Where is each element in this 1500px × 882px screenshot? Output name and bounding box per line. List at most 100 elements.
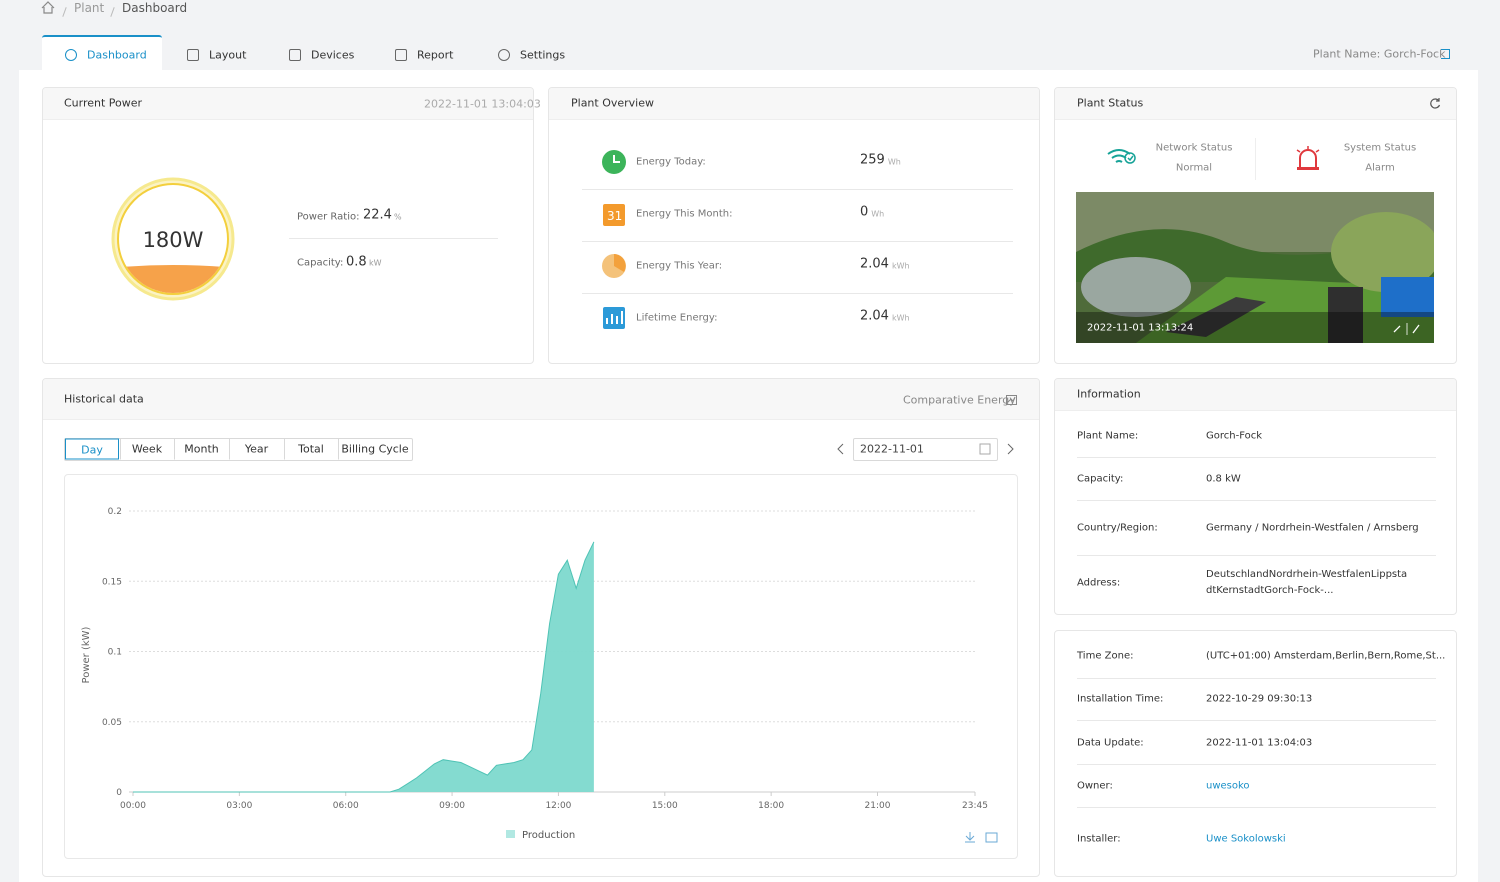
info-label: Installer:	[1077, 833, 1121, 845]
current-power-panel	[42, 87, 534, 364]
panel-header	[1055, 379, 1456, 411]
overview-value: 0	[860, 204, 869, 220]
exit-icon[interactable]	[1441, 49, 1450, 59]
chart: 0 0.05 0.1 0.15 0.2 00:00 03:00 06:00 09:00 12:00…	[81, 507, 998, 843]
info-value: (UTC+01:00) Amsterdam,Berlin,Bern,Rome,S…	[1206, 650, 1446, 662]
status-divider	[1255, 138, 1256, 180]
y-axis-label: Power (kW)	[81, 626, 92, 683]
legend-label: Production	[522, 830, 575, 841]
x-tick-label: 18:00	[758, 801, 784, 811]
breadcrumb-divider	[62, 7, 67, 17]
comparative-link[interactable]: Comparative Energy	[903, 393, 1016, 407]
tab[interactable]: Dashboard	[87, 48, 147, 62]
info-label: Address:	[1077, 577, 1121, 589]
plant-overview-panel	[548, 87, 1040, 364]
range-button[interactable]: Week	[120, 438, 173, 460]
tab[interactable]: Layout	[209, 48, 247, 62]
comparative-icon[interactable]	[1006, 395, 1017, 405]
range-selector	[64, 438, 413, 461]
alarm-icon	[1296, 146, 1320, 170]
panel-header	[1055, 88, 1456, 120]
x-tick-label: 03:00	[226, 801, 252, 811]
info-label: Plant Name:	[1077, 430, 1139, 442]
info-label: Data Update:	[1077, 737, 1144, 749]
range-button[interactable]: Day	[65, 438, 119, 460]
overview-unit: Wh	[887, 157, 901, 167]
overview-label: Lifetime Energy:	[636, 312, 718, 324]
legend-swatch	[506, 830, 515, 838]
overview-unit: Wh	[871, 209, 885, 219]
breadcrumb-sep[interactable]: Plant	[74, 1, 105, 15]
info-value: 0.8 kW	[1206, 473, 1241, 485]
info-label: Owner:	[1077, 780, 1113, 792]
unit: kW	[369, 258, 382, 268]
area-line	[133, 541, 595, 793]
label: Capacity:	[297, 257, 344, 269]
value: 22.4	[363, 207, 392, 223]
divider	[582, 241, 1013, 242]
divider	[1077, 555, 1436, 556]
tab-icon	[65, 49, 77, 61]
date-arrows[interactable]	[834, 442, 1019, 456]
divider	[1077, 807, 1436, 808]
info-value[interactable]: uwesoko	[1206, 780, 1250, 792]
power-gauge	[111, 177, 235, 301]
overview-value: 2.04	[860, 308, 889, 324]
status-label: System Status	[1343, 142, 1417, 154]
panel-header	[43, 379, 1039, 420]
panel-title: Current Power	[64, 96, 143, 110]
info-value: 2022-11-01 13:04:03	[1206, 737, 1313, 749]
range-button[interactable]: Total	[284, 438, 337, 460]
x-tick-label: 12:00	[545, 801, 571, 811]
tab-icon	[498, 49, 510, 61]
range-button[interactable]: Billing Cycle	[338, 438, 411, 460]
x-tick-label: 00:00	[120, 801, 146, 811]
y-tick-label: 0.15	[102, 577, 122, 587]
info-label: Country/Region:	[1077, 522, 1158, 534]
panel-header	[43, 88, 533, 120]
area-fill	[133, 541, 594, 792]
status-value: Normal	[1175, 162, 1213, 174]
divider	[582, 293, 1013, 294]
info-value: Gorch-Fock	[1206, 430, 1263, 442]
info-value[interactable]: Uwe Sokolowski	[1206, 833, 1286, 845]
info-label: Capacity:	[1077, 473, 1124, 485]
panel-header	[549, 88, 1039, 120]
timestamp: 2022-11-01 13:04:03	[424, 97, 541, 111]
x-tick-label: 15:00	[652, 801, 678, 811]
range-button[interactable]: Month	[174, 438, 228, 460]
overview-label: Energy This Month:	[636, 208, 733, 220]
tab-icon	[395, 49, 407, 61]
refresh-icon[interactable]	[1429, 97, 1441, 109]
breadcrumb-item[interactable]: Dashboard	[122, 1, 188, 15]
divider	[582, 189, 1013, 190]
tab[interactable]: Settings	[520, 48, 566, 62]
overview-unit: kWh	[891, 261, 910, 271]
home-icon[interactable]	[41, 1, 55, 14]
tab-icon	[289, 49, 301, 61]
unit: %	[394, 212, 402, 222]
panel-title: Plant Overview	[571, 96, 654, 110]
x-tick-label: 23:45	[962, 801, 988, 811]
tab[interactable]: Devices	[311, 48, 355, 62]
plant-name: Plant Name: Gorch-Fock	[1313, 47, 1446, 61]
information-panel	[1054, 378, 1457, 615]
x-tick-label: 21:00	[865, 801, 891, 811]
plant-photo	[1076, 192, 1434, 343]
status-label: Network Status	[1155, 142, 1233, 154]
x-tick-label: 06:00	[333, 801, 359, 811]
panel-title: Plant Status	[1077, 96, 1144, 110]
overview-unit: kWh	[891, 313, 910, 323]
y-tick-label: 0.2	[108, 507, 122, 517]
date-value[interactable]: 2022-11-01	[860, 442, 924, 456]
y-tick-label: 0	[116, 788, 122, 798]
overview-label: Energy This Year:	[636, 260, 723, 272]
divider	[1077, 500, 1436, 501]
divider	[289, 238, 498, 239]
tab[interactable]: Report	[417, 48, 454, 62]
range-button[interactable]: Year	[229, 438, 283, 460]
y-tick-label: 0.1	[108, 648, 122, 658]
download-icon	[965, 832, 975, 843]
date-input[interactable]	[853, 438, 998, 461]
